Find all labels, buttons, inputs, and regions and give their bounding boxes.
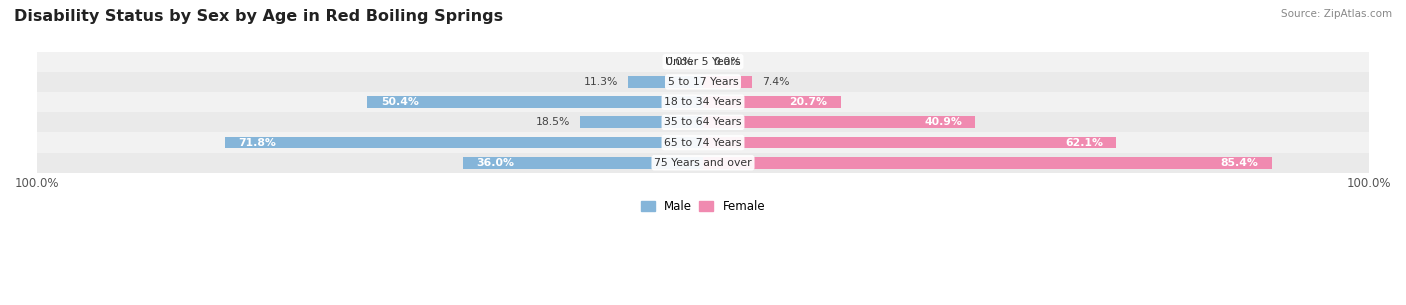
Text: Disability Status by Sex by Age in Red Boiling Springs: Disability Status by Sex by Age in Red B…: [14, 9, 503, 24]
Text: 18 to 34 Years: 18 to 34 Years: [664, 97, 742, 107]
Text: Source: ZipAtlas.com: Source: ZipAtlas.com: [1281, 9, 1392, 19]
Bar: [37, 132, 1369, 153]
Text: 11.3%: 11.3%: [583, 77, 617, 87]
Text: 71.8%: 71.8%: [238, 138, 276, 148]
Text: 62.1%: 62.1%: [1066, 138, 1104, 148]
Bar: [579, 117, 703, 128]
Bar: [703, 117, 976, 128]
Text: 20.7%: 20.7%: [790, 97, 828, 107]
Legend: Male, Female: Male, Female: [636, 196, 770, 218]
Bar: [627, 76, 703, 88]
Text: 36.0%: 36.0%: [477, 158, 515, 168]
Bar: [37, 92, 1369, 112]
Text: 18.5%: 18.5%: [536, 117, 569, 127]
Text: 35 to 64 Years: 35 to 64 Years: [664, 117, 742, 127]
Bar: [703, 157, 1271, 169]
Bar: [703, 137, 1116, 149]
Text: 40.9%: 40.9%: [924, 117, 962, 127]
Bar: [367, 96, 703, 108]
Text: 50.4%: 50.4%: [381, 97, 419, 107]
Bar: [703, 76, 752, 88]
Text: Under 5 Years: Under 5 Years: [665, 57, 741, 67]
Bar: [464, 157, 703, 169]
Bar: [225, 137, 703, 149]
Text: 75 Years and over: 75 Years and over: [654, 158, 752, 168]
Text: 0.0%: 0.0%: [713, 57, 741, 67]
Text: 85.4%: 85.4%: [1220, 158, 1258, 168]
Bar: [37, 153, 1369, 173]
Text: 0.0%: 0.0%: [665, 57, 693, 67]
Text: 65 to 74 Years: 65 to 74 Years: [664, 138, 742, 148]
Bar: [703, 96, 841, 108]
Text: 5 to 17 Years: 5 to 17 Years: [668, 77, 738, 87]
Text: 7.4%: 7.4%: [762, 77, 790, 87]
Bar: [37, 112, 1369, 132]
Bar: [37, 52, 1369, 72]
Bar: [37, 72, 1369, 92]
